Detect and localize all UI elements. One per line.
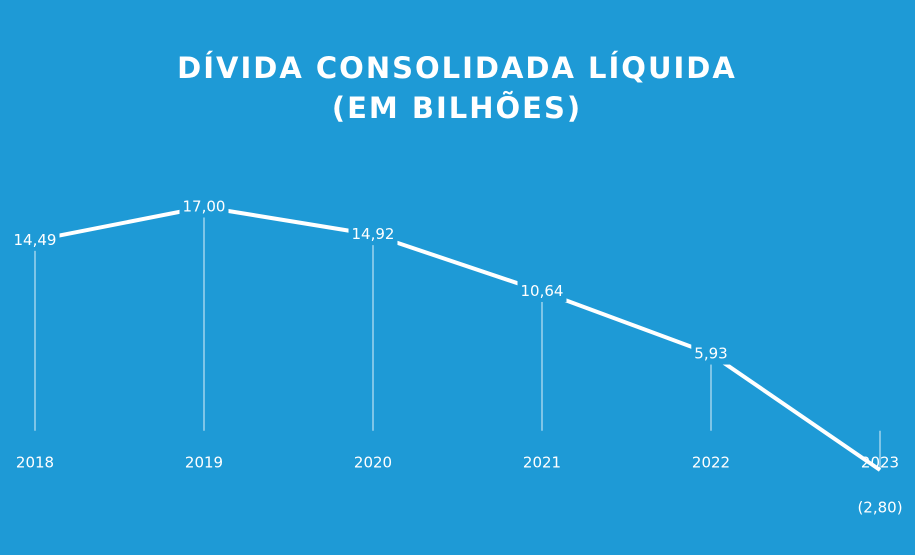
- data-label: (2,80): [857, 499, 902, 517]
- line-series: [34, 204, 882, 472]
- label-background: [691, 342, 731, 365]
- label-background: [179, 195, 229, 218]
- x-tick-label: 2018: [16, 454, 54, 472]
- data-label: 17,00: [183, 198, 226, 216]
- label-background: [10, 228, 60, 251]
- label-background: [348, 223, 398, 246]
- data-label: 10,64: [521, 282, 564, 300]
- data-label: 5,93: [694, 345, 727, 363]
- x-tick-label: 2020: [354, 454, 392, 472]
- data-label: 14,92: [352, 225, 395, 243]
- x-tick-label: 2019: [185, 454, 223, 472]
- data-label: 14,49: [14, 231, 57, 249]
- x-tick-label: 2022: [692, 454, 730, 472]
- chart-subtitle: (EM BILHÕES): [332, 91, 582, 125]
- label-background: [854, 496, 906, 519]
- label-background: [517, 279, 567, 302]
- x-tick-label: 2021: [523, 454, 561, 472]
- chart-title: DÍVIDA CONSOLIDADA LÍQUIDA: [177, 51, 737, 85]
